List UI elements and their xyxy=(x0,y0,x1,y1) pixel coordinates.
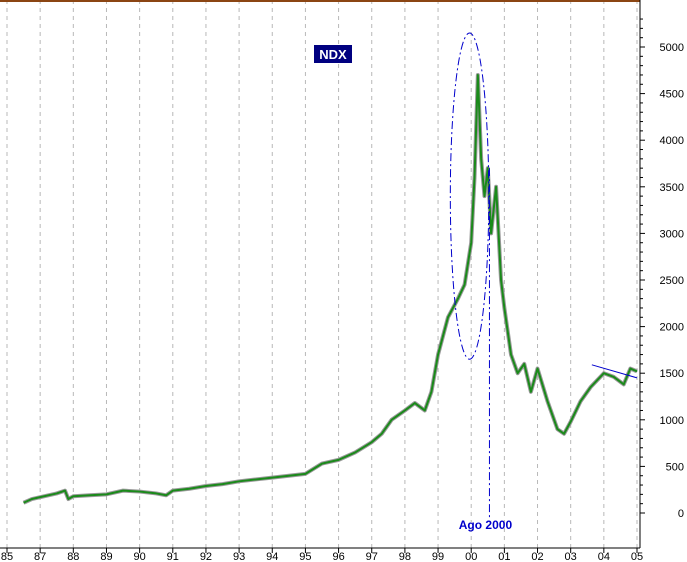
x-tick-label: 94 xyxy=(266,551,278,562)
grid-lines xyxy=(6,0,638,548)
x-tick-label: 90 xyxy=(134,551,146,562)
x-tick-label: 87 xyxy=(34,551,46,562)
x-tick-label: 03 xyxy=(565,551,577,562)
x-tick-label: 91 xyxy=(167,551,179,562)
annotations: Ago 2000 xyxy=(449,32,638,532)
x-tick-label: 96 xyxy=(332,551,344,562)
y-tick-label: 2500 xyxy=(660,275,684,287)
x-tick-label: 89 xyxy=(100,551,112,562)
title-box-background xyxy=(314,45,352,63)
y-tick-label: 1000 xyxy=(660,415,684,427)
y-tick-label: 4500 xyxy=(660,89,684,101)
trend-line xyxy=(591,364,638,379)
y-tick-label: 5000 xyxy=(660,42,684,54)
series-line xyxy=(23,73,638,504)
bubble-ellipse xyxy=(449,32,490,360)
price-series xyxy=(22,72,638,505)
y-tick-label: 3500 xyxy=(660,182,684,194)
x-tick-label: 00 xyxy=(465,551,477,562)
x-tick-label: 92 xyxy=(200,551,212,562)
y-tick-label: 500 xyxy=(666,461,684,473)
y-tick-label: 1500 xyxy=(660,368,684,380)
chart-title: NDX xyxy=(319,47,347,62)
ago-2000-label: Ago 2000 xyxy=(459,518,513,532)
x-tick-label: 97 xyxy=(366,551,378,562)
y-tick-label: 3000 xyxy=(660,228,684,240)
y-tick-label: 4000 xyxy=(660,135,684,147)
x-tick-label: 93 xyxy=(233,551,245,562)
x-tick-label: 02 xyxy=(531,551,543,562)
y-axis-ticks: 0 500 1000 1500 2000 2500 3000 3500 4000 4500 5000 xyxy=(640,18,684,520)
x-tick-label: 05 xyxy=(631,551,643,562)
x-axis-ticks: 85 87 88 89 90 91 92 93 94 95 96 97 98 99 00 01 02 03 04 05 xyxy=(1,548,643,562)
x-tick-label: 85 xyxy=(1,551,13,562)
title-box: NDX xyxy=(314,45,352,63)
x-tick-label: 88 xyxy=(67,551,79,562)
y-tick-label: 0 xyxy=(678,508,684,520)
x-tick-label: 95 xyxy=(299,551,311,562)
x-tick-label: 01 xyxy=(498,551,510,562)
x-tick-label: 98 xyxy=(399,551,411,562)
x-tick-label: 99 xyxy=(432,551,444,562)
x-tick-label: 04 xyxy=(598,551,610,562)
y-tick-label: 2000 xyxy=(660,322,684,334)
